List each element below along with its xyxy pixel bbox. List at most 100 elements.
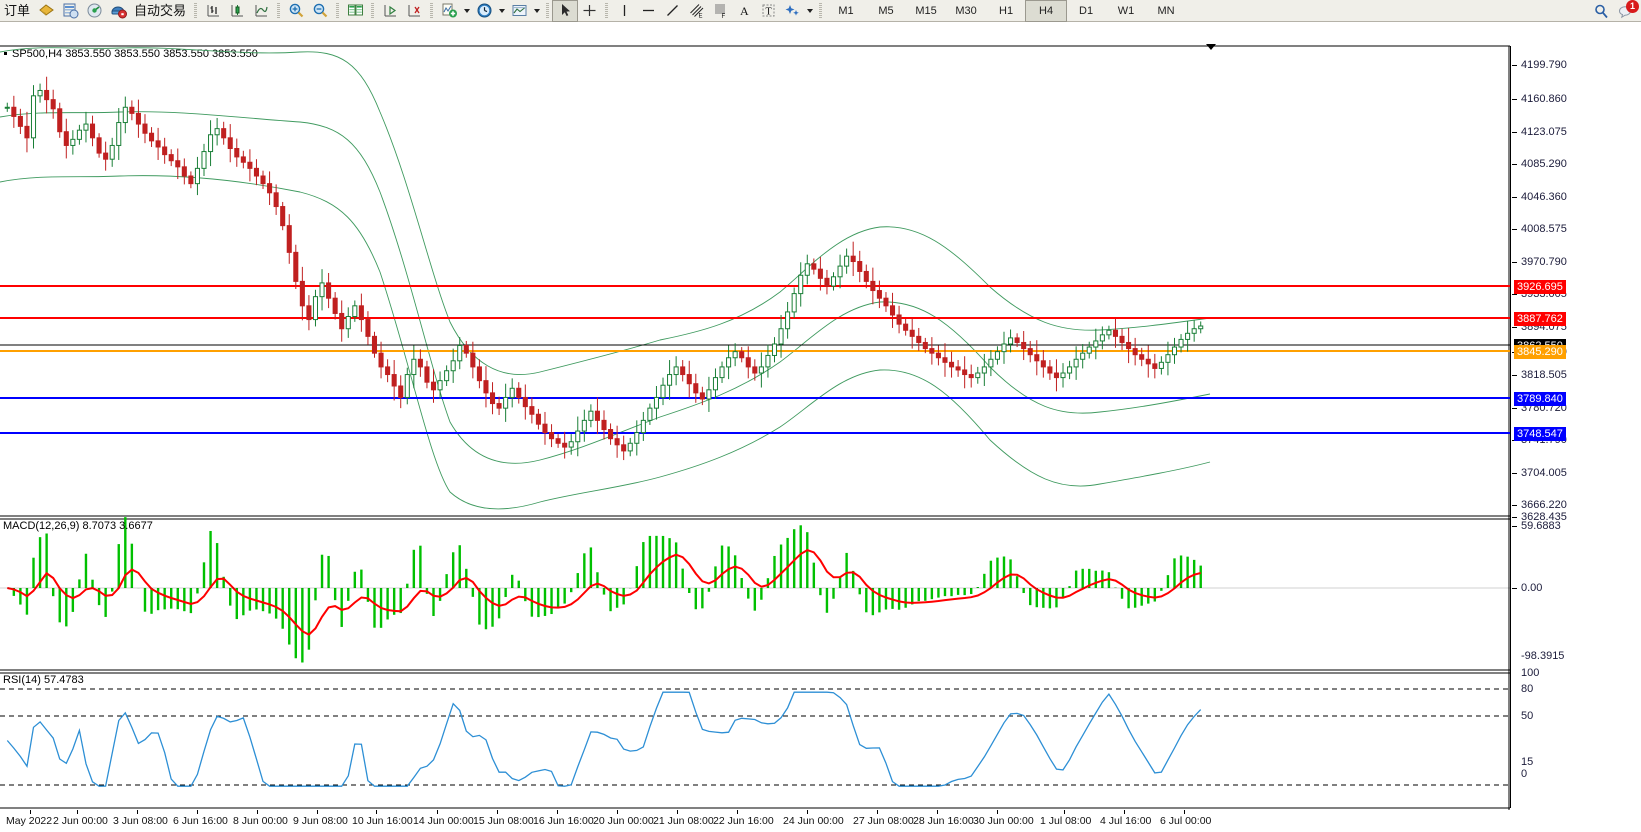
axis-tick (1512, 375, 1517, 376)
price-level-badge[interactable]: 3748.547 (1514, 427, 1566, 441)
templates-icon[interactable] (507, 1, 531, 21)
toolbar-group-left: 订单 自动交易 (0, 0, 190, 22)
timeframe-button-m5[interactable]: M5 (878, 4, 894, 17)
price-level-badge[interactable]: 3789.840 (1514, 392, 1566, 406)
rsi-axis-label: 100 (1521, 667, 1540, 679)
bar-chart-icon[interactable] (201, 1, 225, 21)
toolbar-group-shapes (780, 0, 815, 22)
horizontal-line-icon[interactable] (636, 1, 660, 21)
toolbar-group-zoom (284, 0, 332, 22)
time-tick (557, 810, 558, 814)
timeframe-button-d1[interactable]: D1 (1079, 4, 1094, 17)
price-level-badge[interactable]: 3887.762 (1514, 312, 1566, 326)
price-level-badge[interactable]: 3845.290 (1514, 345, 1566, 359)
time-tick (1124, 810, 1125, 814)
trendline-icon[interactable] (660, 1, 684, 21)
timeframe-button-w1[interactable]: W1 (1117, 4, 1135, 17)
price-axis-label: 4160.860 (1521, 93, 1567, 105)
time-tick (997, 810, 998, 814)
axis-tick (1512, 132, 1517, 133)
time-axis: May 2022 2 Jun 00:00 3 Jun 08:00 6 Jun 16:0… (0, 810, 1641, 832)
axis-tick (1512, 408, 1517, 409)
timeframe-button-m15[interactable]: M15 (915, 4, 937, 17)
price-axis-label: 4199.790 (1521, 59, 1567, 71)
rsi-levels (0, 688, 1510, 786)
time-axis-label: 21 Jun 08:00 (653, 815, 714, 827)
chart-scroll-marker[interactable] (1206, 44, 1216, 50)
timeframe-button-m1[interactable]: M1 (838, 4, 854, 17)
terminal-icon[interactable] (58, 1, 82, 21)
period-clock-icon[interactable] (472, 1, 496, 21)
time-tick (677, 810, 678, 814)
time-tick (376, 810, 377, 814)
zoom-in-icon[interactable] (284, 1, 308, 21)
time-axis-label: 16 Jun 16:00 (533, 815, 594, 827)
timeframe-button-h1[interactable]: H1 (999, 4, 1014, 17)
search-icon[interactable] (1589, 1, 1613, 21)
time-tick (737, 810, 738, 814)
toolbar-separator (192, 2, 199, 20)
axis-tick (1512, 294, 1517, 295)
timeframe-button-mn[interactable]: MN (1157, 4, 1175, 17)
order-label: 订单 (4, 2, 31, 18)
toolbar-separator (428, 2, 435, 20)
shapes-icon[interactable] (780, 1, 804, 21)
timeframe-button-h4[interactable]: H4 (1025, 0, 1068, 22)
price-plot[interactable] (0, 22, 1510, 810)
price-axis[interactable]: 4199.790 4160.860 4123.075 4085.290 4046.360… (1510, 22, 1641, 810)
timeframe-button-m30[interactable]: M30 (955, 4, 977, 17)
line-chart-icon[interactable] (249, 1, 273, 21)
time-tick (877, 810, 878, 814)
toolbar-right-group: 1 (1589, 0, 1639, 22)
time-axis-label: 3 Jun 08:00 (113, 815, 168, 827)
axis-border (1510, 46, 1511, 808)
toolbar-separator (603, 2, 610, 20)
axis-tick (1512, 327, 1517, 328)
time-tick (137, 810, 138, 814)
price-axis-label: 3970.790 (1521, 256, 1567, 268)
data-window-icon[interactable] (34, 1, 58, 21)
chevron-down-icon[interactable] (461, 1, 472, 21)
vertical-line-icon[interactable] (612, 1, 636, 21)
time-tick (807, 810, 808, 814)
time-axis-label: 28 Jun 16:00 (913, 815, 974, 827)
auto-trading-icon[interactable] (106, 1, 130, 21)
time-axis-label: 20 Jun 00:00 (593, 815, 654, 827)
signals-icon[interactable] (82, 1, 106, 21)
macd-indicator-label[interactable]: MACD(12,26,9) 8.7073 3.6677 (3, 520, 153, 532)
candlestick-series (4, 76, 1204, 461)
text-icon[interactable]: A (732, 1, 756, 21)
toolbar-group-draw: E F A T (612, 0, 780, 22)
chart-shift-icon[interactable] (378, 1, 402, 21)
rsi-axis-label: 0 (1521, 768, 1528, 780)
axis-tick (1512, 229, 1517, 230)
axis-tick (1512, 505, 1517, 506)
chevron-down-icon[interactable] (496, 1, 507, 21)
price-level-badge[interactable]: 3926.695 (1514, 280, 1566, 294)
time-axis-label: 24 Jun 00:00 (783, 815, 844, 827)
rsi-indicator-label[interactable]: RSI(14) 57.4783 (3, 674, 84, 686)
svg-text:A: A (740, 4, 749, 18)
fibonacci-retracement-icon[interactable]: F (708, 1, 732, 21)
notifications-icon[interactable]: 1 (1613, 0, 1639, 21)
time-axis-label: 1 Jul 08:00 (1040, 815, 1092, 827)
zoom-out-icon[interactable] (308, 1, 332, 21)
add-indicator-icon[interactable] (437, 1, 461, 21)
equidistant-channel-icon[interactable]: E (684, 1, 708, 21)
cursor-arrow-icon[interactable] (552, 0, 579, 22)
chevron-down-icon[interactable] (804, 1, 815, 21)
chart-area[interactable]: SP500,H4 3853.550 3853.550 3853.550 3853… (0, 22, 1641, 832)
timeframe-group: M1 M5 M15 M30 H1 H4 D1 W1 MN (826, 0, 1186, 22)
time-axis-label: 8 Jun 00:00 (233, 815, 288, 827)
time-tick (617, 810, 618, 814)
chevron-down-icon[interactable] (531, 1, 542, 21)
svg-text:T: T (765, 7, 771, 18)
text-label-icon[interactable]: T (756, 1, 780, 21)
rsi-axis-label: 50 (1521, 710, 1534, 722)
crosshair-icon[interactable] (577, 1, 601, 21)
candlestick-chart-icon[interactable] (225, 1, 249, 21)
time-tick (437, 810, 438, 814)
tile-windows-icon[interactable] (343, 1, 367, 21)
time-tick (497, 810, 498, 814)
auto-scroll-icon[interactable] (402, 1, 426, 21)
